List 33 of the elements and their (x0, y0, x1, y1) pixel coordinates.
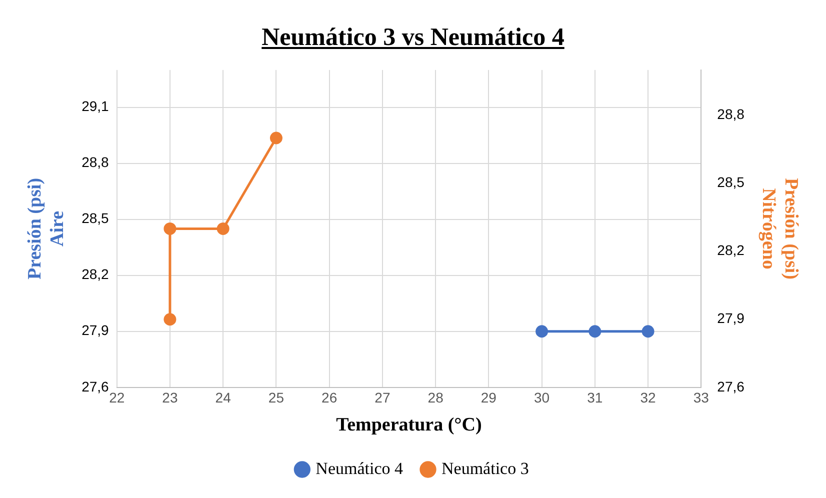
y-tick-label: 28,8 (82, 154, 110, 170)
y-axis-title: Presión (psi) Aire (24, 178, 68, 280)
y2-tick-label: 28,2 (717, 242, 745, 258)
y-tick-label: 29,1 (82, 98, 110, 114)
point (216, 222, 230, 235)
x-tick-label: 29 (480, 390, 497, 406)
x-tick-label: 30 (534, 390, 550, 406)
x-tick-label: 31 (587, 390, 603, 406)
x-tick-label: 25 (268, 390, 284, 406)
point (164, 222, 176, 235)
legend-label: Neumático 4 (316, 458, 404, 478)
x-tick-label: 28 (428, 390, 444, 406)
y-tick-label: 28,2 (82, 266, 110, 282)
x-tick-label: 33 (693, 390, 710, 406)
y2-tick-label: 27,9 (717, 310, 745, 326)
x-axis-title: Temperatura (°C) (336, 414, 482, 436)
legend-label: Neumático 3 (442, 458, 529, 478)
y-tick-label: 28,5 (82, 210, 110, 226)
point (270, 132, 282, 144)
y-tick-label: 27,6 (82, 378, 110, 394)
x-tick-label: 22 (109, 390, 125, 406)
x-tick-label: 26 (322, 390, 338, 406)
x-tick-label: 32 (640, 390, 656, 406)
point (164, 313, 176, 326)
y2-tick-label: 27,6 (717, 378, 745, 394)
x-tick-label: 27 (374, 390, 390, 406)
y2-axis-title: Presión (psi) Nitrógeno (758, 178, 802, 280)
x-tick-label: 24 (215, 390, 232, 406)
y2-tick-label: 28,5 (717, 174, 745, 190)
y-tick-label: 27,9 (82, 322, 110, 338)
x-tick-label: 23 (162, 390, 178, 406)
y2-tick-label: 28,8 (717, 106, 745, 122)
chart-title: Neumático 3 vs Neumático 4 (260, 24, 566, 52)
